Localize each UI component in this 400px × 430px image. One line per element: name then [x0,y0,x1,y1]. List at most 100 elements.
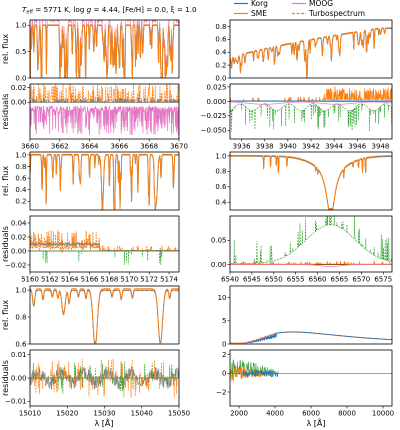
plot-area-r3 [30,230,179,265]
y-tick-label: 0.4 [15,186,27,194]
x-tick-label: 3944 [325,143,343,151]
panel-r4: 0.00 0.05 6540 6545 6550 6555 6560 6565 6570 6575 [211,215,393,284]
y-tick-label: −0.050 [201,127,227,135]
x-tick-label: 3942 [302,143,320,151]
y-tick-label: 1.0 [15,286,26,294]
x-tick-label: 3668 [140,143,158,151]
y-tick-label: −0.02 [5,261,26,269]
plot-area-f3 [30,153,179,210]
korg-series [30,289,179,344]
y-tick-label: 0.5 [15,48,26,56]
x-tick-label: 6555 [287,276,305,284]
y-tick-label: 0.01 [11,351,27,359]
y-tick-label: 0 [222,340,226,348]
y-tick-label: 0 [222,370,226,378]
x-tick-label: 3938 [256,143,274,151]
legend-item-korg: Korg [234,0,268,8]
y-tick-label: 0.4 [215,49,227,57]
panel-f1: 0.0 0.5 1.0 rel. flux [1,19,180,82]
x-tick-label: 6000 [302,410,320,418]
y-tick-label: 0.6 [215,36,227,44]
x-tick-label: 3666 [110,143,128,151]
turbospectrum-residuals [30,358,179,398]
y-tick-label: 0.8 [215,168,226,176]
y-tick-label: 1.0 [215,152,226,160]
turbospectrum-residuals [230,260,392,266]
axes-frame [229,215,393,273]
x-tick-label: 3936 [233,143,251,151]
x-tick-label: 15020 [56,410,78,418]
y-tick-label: 1.0 [15,22,26,30]
y-axis-label: rel. flux [1,166,10,196]
turbospectrum-series [230,156,392,210]
y-tick-label: 0.05 [211,237,227,245]
y-tick-label: 0.4 [215,199,227,207]
y-tick-label: 5 [222,317,226,325]
y-tick-label: 0.0 [215,74,226,82]
axes-frame [29,285,180,345]
x-tick-label: 3664 [81,143,99,151]
x-tick-label: 15050 [168,410,190,418]
y-tick-label: −2 [216,388,226,396]
y-tick-label: 0.025 [206,83,226,91]
x-tick-label: 3940 [279,143,297,151]
x-tick-label: 3662 [51,143,69,151]
plot-area-r2 [230,86,392,132]
panel-f4: 0.4 0.6 0.8 1.0 [215,151,393,211]
turbospectrum-residuals [30,84,179,104]
x-tick-label: 6570 [352,276,370,284]
y-tick-label: 2 [222,351,226,359]
axes-frame [229,19,393,79]
x-tick-label: 6575 [374,276,392,284]
x-tick-label: 3948 [372,143,390,151]
plot-area-f4 [230,154,392,210]
panel-f2: 0.0 0.2 0.4 0.6 0.8 [215,19,393,82]
axes-frame [29,215,180,273]
y-tick-label: 0.8 [215,23,226,31]
turbospectrum-series [30,24,179,78]
turbospectrum-residuals [30,230,179,253]
axes-frame [29,83,180,140]
turbospectrum-series [230,28,392,78]
x-tick-label: 3670 [170,143,188,151]
plot-area-f5 [30,288,179,344]
x-tick-label: 6550 [265,276,283,284]
x-tick-label: 5172 [140,276,158,284]
x-axis-label-left: λ [Å] [95,417,114,428]
y-tick-label: 0.00 [11,374,27,382]
x-tick-label: 2000 [230,410,248,418]
plot-area-f2 [230,27,392,78]
x-tick-label: 15040 [131,410,153,418]
y-axis-label: residuals [1,360,10,396]
x-tick-label: 6540 [221,276,239,284]
axes-frame [229,349,393,407]
panel-f3: 0.2 0.4 0.6 0.8 1.0 rel. flux [1,151,180,211]
sme-series [30,23,179,78]
y-tick-label: 0.6 [15,175,27,183]
x-tick-label: 5166 [81,276,99,284]
y-tick-label: −0.025 [201,112,227,120]
plot-area-r4 [230,216,392,267]
turbospectrum-series [30,154,179,210]
sme-residuals [30,97,179,104]
y-axis-label: rel. flux [1,34,10,64]
panel-r1: 0.00 0.02 3660 3662 3664 3666 3668 3670 residual… [1,83,188,151]
legend-label: Korg [251,0,268,8]
y-tick-label: 0.000 [206,98,226,106]
y-tick-label: 0.8 [15,313,26,321]
x-tick-label: 5168 [101,276,119,284]
x-tick-label: 5170 [120,276,138,284]
panel-f5: 0.6 0.8 1.0 rel. flux [1,285,180,348]
x-tick-label: 6560 [309,276,327,284]
x-tick-label: 3946 [348,143,366,151]
green-residuals [230,216,392,265]
y-tick-label: 0.6 [15,340,27,348]
axes-frame [229,285,393,345]
x-tick-label: 6545 [243,276,261,284]
sme-residuals [30,241,179,251]
korg-residuals [242,368,279,378]
y-tick-label: 0.2 [15,198,26,206]
x-tick-label: 8000 [338,410,356,418]
y-axis-label: rel. flux [1,300,10,330]
